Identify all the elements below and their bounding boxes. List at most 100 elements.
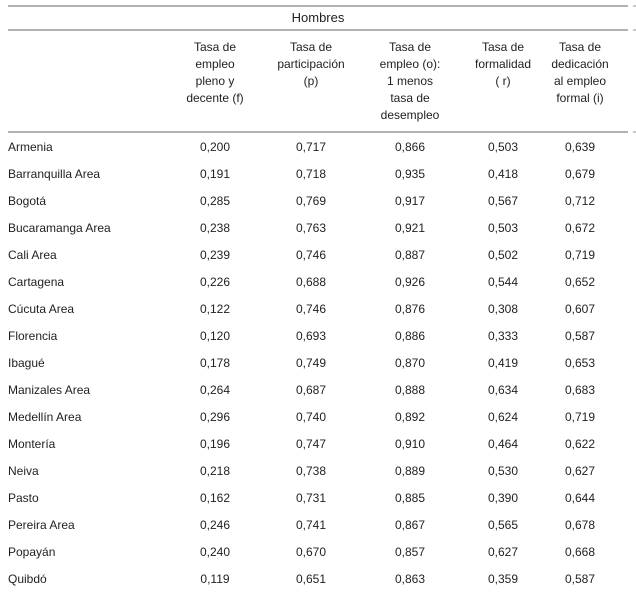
value-cell-tasa-formalidad: 0,308	[487, 301, 519, 316]
table-row: Manizales Area 0,264 0,687 0,888 0,634 0…	[8, 376, 628, 403]
value-cell-tasa-dedicacion: 0,644	[564, 490, 596, 505]
value-cell-tasa-empleo-pleno-decente: 0,120	[199, 328, 231, 343]
value-cell-tasa-participacion: 0,670	[295, 544, 327, 559]
value-cell-tasa-empleo-pleno-decente: 0,296	[199, 409, 231, 424]
city-cell: Pereira Area	[8, 517, 75, 532]
value-cell-tasa-dedicacion: 0,587	[564, 328, 596, 343]
table-row: Bucaramanga Area 0,238 0,763 0,921 0,503…	[8, 214, 628, 241]
table-row: Bogotá 0,285 0,769 0,917 0,567 0,712	[8, 187, 628, 214]
value-cell-tasa-empleo: 0,926	[394, 274, 426, 289]
city-cell: Neiva	[8, 463, 39, 478]
value-cell-tasa-dedicacion: 0,719	[564, 409, 596, 424]
column-header-tasa-dedicacion: Tasa de dedicación al empleo formal (i)	[551, 40, 609, 105]
value-cell-tasa-formalidad: 0,503	[487, 139, 519, 154]
value-cell-tasa-formalidad: 0,464	[487, 436, 519, 451]
value-cell-tasa-empleo-pleno-decente: 0,285	[199, 193, 231, 208]
city-cell: Cúcuta Area	[8, 301, 75, 316]
value-cell-tasa-empleo: 0,921	[394, 220, 426, 235]
value-cell-tasa-formalidad: 0,502	[487, 247, 519, 262]
value-cell-tasa-empleo: 0,867	[394, 517, 426, 532]
table-row: Ibagué 0,178 0,749 0,870 0,419 0,653	[8, 349, 628, 376]
value-cell-tasa-dedicacion: 0,587	[564, 571, 596, 586]
table-row: Neiva 0,218 0,738 0,889 0,530 0,627	[8, 457, 628, 484]
value-cell-tasa-empleo: 0,866	[394, 139, 426, 154]
value-cell-tasa-empleo: 0,885	[394, 490, 426, 505]
value-cell-tasa-formalidad: 0,418	[487, 166, 519, 181]
title-top-rule	[0, 5, 636, 7]
value-cell-tasa-participacion: 0,746	[295, 247, 327, 262]
value-cell-tasa-empleo-pleno-decente: 0,191	[199, 166, 231, 181]
value-cell-tasa-dedicacion: 0,622	[564, 436, 596, 451]
city-cell: Quibdó	[8, 571, 47, 586]
value-cell-tasa-empleo-pleno-decente: 0,122	[199, 301, 231, 316]
table-row: Barranquilla Area 0,191 0,718 0,935 0,41…	[8, 160, 628, 187]
value-cell-tasa-dedicacion: 0,672	[564, 220, 596, 235]
table-row: Medellín Area 0,296 0,740 0,892 0,624 0,…	[8, 403, 628, 430]
city-cell: Manizales Area	[8, 382, 91, 397]
city-cell: Florencia	[8, 328, 58, 343]
column-header-tasa-empleo: Tasa de empleo (o): 1 menos tasa de dese…	[379, 40, 441, 122]
table-row: Popayán 0,240 0,670 0,857 0,627 0,668	[8, 538, 628, 565]
value-cell-tasa-formalidad: 0,634	[487, 382, 519, 397]
column-header-tasa-formalidad: Tasa de formalidad ( r)	[474, 40, 532, 88]
value-cell-tasa-participacion: 0,731	[295, 490, 327, 505]
city-cell: Cartagena	[8, 274, 65, 289]
value-cell-tasa-empleo: 0,857	[394, 544, 426, 559]
value-cell-tasa-empleo: 0,876	[394, 301, 426, 316]
value-cell-tasa-participacion: 0,749	[295, 355, 327, 370]
value-cell-tasa-formalidad: 0,530	[487, 463, 519, 478]
city-cell: Ibagué	[8, 355, 45, 370]
value-cell-tasa-participacion: 0,651	[295, 571, 327, 586]
value-cell-tasa-dedicacion: 0,712	[564, 193, 596, 208]
table-group-title: Hombres	[291, 10, 345, 25]
city-cell: Medellín Area	[8, 409, 82, 424]
value-cell-tasa-empleo: 0,889	[394, 463, 426, 478]
value-cell-tasa-dedicacion: 0,607	[564, 301, 596, 316]
city-cell: Cali Area	[8, 247, 57, 262]
rule-line	[8, 5, 628, 7]
city-cell: Armenia	[8, 139, 53, 154]
city-cell: Barranquilla Area	[8, 166, 101, 181]
value-cell-tasa-dedicacion: 0,719	[564, 247, 596, 262]
column-header-city	[8, 39, 166, 131]
value-cell-tasa-empleo: 0,910	[394, 436, 426, 451]
rule-edge-sliver	[633, 29, 636, 31]
table-row: Cúcuta Area 0,122 0,746 0,876 0,308 0,60…	[8, 295, 628, 322]
table-row: Quibdó 0,119 0,651 0,863 0,359 0,587	[8, 565, 628, 592]
table-row: Cartagena 0,226 0,688 0,926 0,544 0,652	[8, 268, 628, 295]
value-cell-tasa-empleo-pleno-decente: 0,178	[199, 355, 231, 370]
table-body: Armenia 0,200 0,717 0,866 0,503 0,639 Ba…	[0, 133, 636, 592]
value-cell-tasa-participacion: 0,763	[295, 220, 327, 235]
value-cell-tasa-participacion: 0,738	[295, 463, 327, 478]
value-cell-tasa-formalidad: 0,503	[487, 220, 519, 235]
value-cell-tasa-formalidad: 0,567	[487, 193, 519, 208]
value-cell-tasa-empleo-pleno-decente: 0,246	[199, 517, 231, 532]
value-cell-tasa-dedicacion: 0,627	[564, 463, 596, 478]
value-cell-tasa-empleo: 0,917	[394, 193, 426, 208]
column-header-tasa-participacion: Tasa de participación (p)	[277, 40, 345, 88]
rule-line	[8, 29, 628, 31]
value-cell-tasa-empleo-pleno-decente: 0,226	[199, 274, 231, 289]
table-row: Pasto 0,162 0,731 0,885 0,390 0,644	[8, 484, 628, 511]
value-cell-tasa-dedicacion: 0,668	[564, 544, 596, 559]
value-cell-tasa-empleo-pleno-decente: 0,238	[199, 220, 231, 235]
value-cell-tasa-participacion: 0,769	[295, 193, 327, 208]
value-cell-tasa-empleo-pleno-decente: 0,239	[199, 247, 231, 262]
value-cell-tasa-participacion: 0,687	[295, 382, 327, 397]
value-cell-tasa-participacion: 0,747	[295, 436, 327, 451]
rule-line	[8, 131, 628, 133]
value-cell-tasa-empleo: 0,892	[394, 409, 426, 424]
header-bottom-rule	[0, 131, 636, 133]
value-cell-tasa-formalidad: 0,419	[487, 355, 519, 370]
table-row: Florencia 0,120 0,693 0,886 0,333 0,587	[8, 322, 628, 349]
value-cell-tasa-dedicacion: 0,683	[564, 382, 596, 397]
value-cell-tasa-formalidad: 0,565	[487, 517, 519, 532]
value-cell-tasa-formalidad: 0,333	[487, 328, 519, 343]
value-cell-tasa-dedicacion: 0,653	[564, 355, 596, 370]
city-cell: Bucaramanga Area	[8, 220, 111, 235]
value-cell-tasa-empleo-pleno-decente: 0,162	[199, 490, 231, 505]
rule-edge-sliver	[633, 5, 636, 7]
value-cell-tasa-formalidad: 0,359	[487, 571, 519, 586]
table-header-row: Tasa de empleo pleno y decente (f) Tasa …	[8, 31, 628, 131]
